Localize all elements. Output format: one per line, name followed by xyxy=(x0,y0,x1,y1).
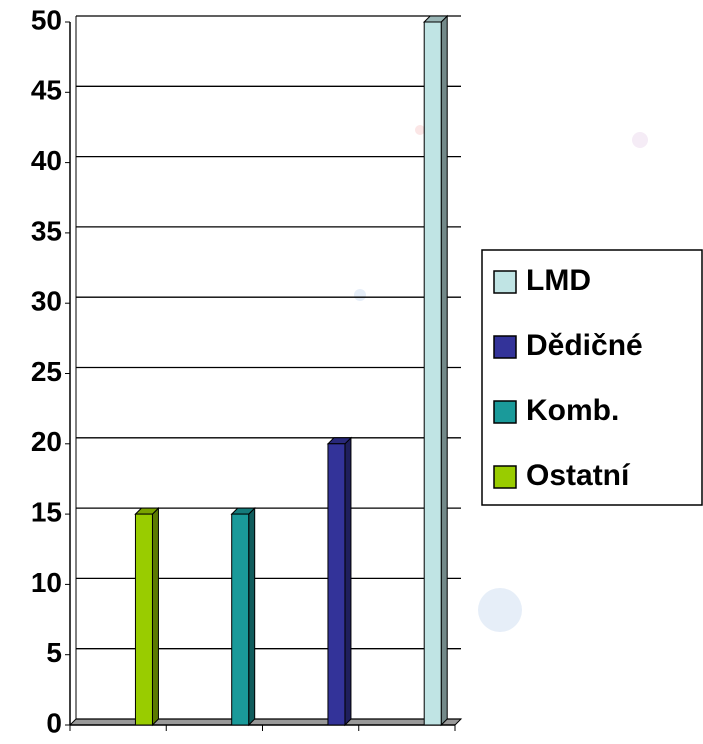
bar xyxy=(231,513,250,726)
y-tick-label: 10 xyxy=(31,567,62,598)
bar xyxy=(327,443,346,726)
legend-swatch xyxy=(493,335,517,359)
bar-side xyxy=(151,506,159,727)
bar-side xyxy=(344,436,352,727)
y-tick-label: 45 xyxy=(31,75,62,106)
y-tick-label: 30 xyxy=(31,286,62,317)
legend-label: Dědičné xyxy=(526,329,643,362)
y-tick-label: 35 xyxy=(31,215,62,246)
floor xyxy=(68,718,463,726)
y-tick-label: 20 xyxy=(31,426,62,457)
legend-swatch xyxy=(493,270,517,294)
legend-swatch xyxy=(493,400,517,424)
y-tick-label: 5 xyxy=(46,637,62,668)
bar-side xyxy=(440,14,448,727)
y-tick-label: 25 xyxy=(31,356,62,387)
y-tick-label: 0 xyxy=(46,707,62,738)
y-tick-label: 15 xyxy=(31,496,62,527)
background xyxy=(354,125,648,632)
y-tick-label: 40 xyxy=(31,145,62,176)
legend-label: Komb. xyxy=(526,394,619,427)
bar xyxy=(134,513,153,726)
legend-label: Ostatní xyxy=(526,459,631,492)
legend-box xyxy=(481,249,703,506)
legend-label: LMD xyxy=(526,264,591,297)
bar-side xyxy=(248,506,256,727)
bar xyxy=(423,21,442,726)
y-tick-label: 50 xyxy=(31,4,62,35)
legend-swatch xyxy=(493,465,517,489)
